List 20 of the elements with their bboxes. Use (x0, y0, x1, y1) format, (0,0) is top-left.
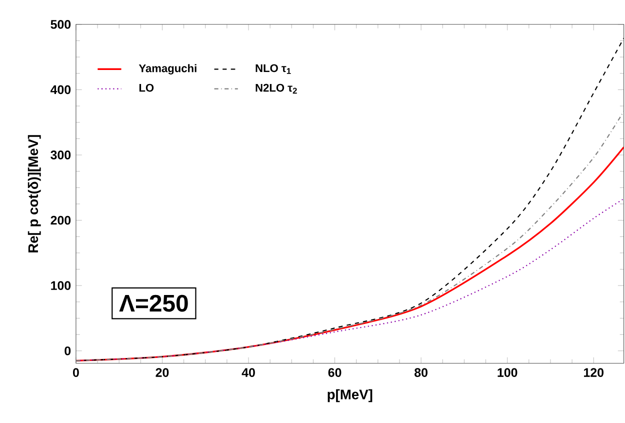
legend-label: NLO τ$_{1}$ (256, 64, 291, 74)
legend-label: N2LO τ$_{2}$ (256, 84, 297, 94)
x-tick-label: 100 (498, 368, 518, 377)
x-tick-label: 80 (414, 368, 428, 377)
y-tick-label: 400 (50, 85, 71, 94)
y-tick-label: 200 (50, 216, 71, 225)
y-tick-label: 0 (64, 346, 71, 356)
x-tick-label: 20 (156, 368, 169, 377)
x-axis-title: p[MeV] (328, 389, 372, 402)
x-tick-label: 0 (73, 368, 79, 377)
y-tick-label: 300 (50, 150, 71, 160)
x-tick-label: 40 (242, 368, 255, 377)
annotation: Λ=250 (119, 294, 188, 312)
y-tick-label: 100 (51, 281, 71, 290)
y-axis-title: Re[ p cot(δ)][MeV] (28, 135, 41, 252)
legend-label: Yamaguchi (138, 64, 196, 74)
x-tick-label: 120 (584, 368, 604, 377)
y-tick-label: 500 (50, 20, 71, 29)
x-tick-label: 60 (328, 368, 342, 377)
legend-label: LO (139, 84, 154, 92)
